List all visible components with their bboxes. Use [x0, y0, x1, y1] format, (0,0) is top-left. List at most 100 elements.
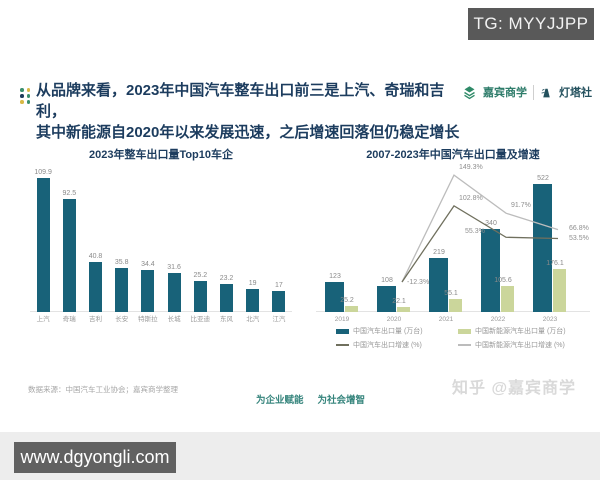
bar-value-label: 19	[248, 280, 257, 287]
x-axis-label: 2020	[386, 316, 402, 323]
bar	[345, 306, 358, 312]
bar-value-label: 23.2	[219, 275, 234, 282]
legend-label: 中国新能源汽车出口量 (万台)	[475, 328, 566, 335]
line-point-label: 149.3%	[459, 164, 483, 172]
brand-logos: 嘉宾商学 灯塔社	[462, 84, 592, 100]
bar	[325, 282, 344, 312]
headline-bullet-dots	[20, 88, 31, 104]
right-chart-title: 2007-2023年中国汽车出口量及增速	[366, 149, 540, 161]
bar-value-label: 340	[485, 220, 497, 227]
bar-value-label: 219	[433, 249, 445, 256]
x-axis-label: 上汽	[36, 316, 50, 323]
dot	[20, 100, 24, 104]
right-legend: 中国汽车出口量 (万台) 中国新能源汽车出口量 (万台) 中国汽车出口增速 (%) 中…	[316, 326, 600, 350]
url-badge: www.dgyongli.com	[14, 442, 176, 473]
bar	[220, 284, 233, 312]
slogan-right: 为社会增智	[317, 395, 366, 406]
lighthouse-icon	[540, 86, 553, 99]
left-chart-title: 2023年整车出口量Top10车企	[88, 149, 234, 161]
x-axis-label: 长城	[167, 316, 181, 323]
legend-line-swatch	[336, 344, 349, 346]
bar-value-label: 31.6	[167, 264, 181, 271]
x-axis-label: 北汽	[246, 316, 260, 323]
legend-bar-swatch	[336, 328, 349, 334]
x-axis-label: 2019	[334, 316, 350, 323]
bar	[429, 258, 448, 312]
bar	[553, 269, 566, 312]
dot	[26, 94, 30, 98]
bar-value-label: 92.5	[62, 190, 77, 197]
bar	[272, 291, 286, 312]
bar	[62, 199, 76, 312]
x-axis-label: 东风	[220, 316, 233, 323]
legend-line-swatch	[458, 344, 471, 346]
legend-item: 中国汽车出口量 (万台)	[336, 326, 452, 336]
slogan: 为企业赋能 为社会增智	[256, 392, 365, 406]
left-x-axis-line	[30, 311, 292, 312]
slogan-left: 为企业赋能	[256, 395, 304, 406]
bar-value-label: 522	[537, 175, 549, 182]
bar-value-label: 34.4	[141, 261, 155, 268]
dot	[20, 88, 24, 92]
bar	[397, 307, 410, 312]
x-axis-label: 2021	[438, 316, 454, 323]
bar-value-label: 123	[329, 273, 341, 280]
x-axis-label: 2022	[490, 316, 506, 323]
bar	[246, 289, 260, 312]
x-axis-label: 长安	[115, 316, 129, 323]
dot	[26, 88, 30, 92]
bar-value-label: 40.8	[88, 253, 103, 260]
bar-value-label: 25.2	[340, 297, 354, 304]
bar-value-label: 108	[381, 277, 393, 284]
left-bar-plot: 109.9 上汽 92.5 奇瑞 40.8 吉利 35.8 长安 34.4 特斯拉 31.6 长城 25…	[30, 158, 292, 326]
line-point-label: 66.8%	[569, 224, 589, 232]
legend-bar-swatch	[458, 328, 471, 334]
growth-line	[401, 174, 559, 283]
line-point-label: 102.8%	[459, 194, 483, 202]
legend-label: 中国汽车出口量 (万台)	[353, 328, 423, 335]
x-axis-label: 2023	[542, 316, 558, 323]
bar	[193, 281, 207, 312]
right-combo-plot: 2019 2020 2021 2022 2023 123 108 219 340 522 25.2 2…	[316, 158, 590, 326]
x-axis-label: 比亚迪	[190, 316, 211, 323]
x-axis-label: 特斯拉	[138, 316, 158, 323]
layers-icon	[462, 85, 477, 100]
line-point-label: -12.3%	[407, 279, 430, 287]
source-note: 数据来源：中国汽车工业协会；嘉宾商学整理	[28, 385, 178, 394]
brand-left-name: 嘉宾商学	[483, 87, 527, 99]
brand-right-name: 灯塔社	[559, 87, 592, 99]
line-point-label: 55.3%	[465, 228, 485, 236]
bar-value-label: 25.2	[193, 272, 208, 279]
bar-value-label: 176.1	[546, 260, 564, 267]
bar-value-label: 105.6	[494, 277, 512, 284]
legend-label: 中国新能源汽车出口增速 (%)	[475, 342, 565, 349]
headline-line2: 其中新能源自2020年以来发展迅速，之后增速回落但仍稳定增长	[36, 124, 460, 141]
bar	[36, 178, 50, 312]
bar	[501, 286, 514, 312]
dot	[20, 94, 24, 98]
bar	[167, 273, 181, 312]
brand-divider	[533, 84, 534, 100]
x-axis-label: 吉利	[89, 316, 102, 323]
growth-lines	[401, 174, 559, 283]
zhihu-watermark: 知乎 @嘉宾商学	[452, 380, 577, 397]
x-axis-label: 奇瑞	[62, 316, 76, 323]
growth-line	[401, 204, 559, 283]
bar-value-label: 17	[274, 282, 283, 289]
bar	[141, 270, 155, 312]
bar	[115, 268, 129, 312]
headline: 从品牌来看，2023年中国汽车整车出口前三是上汽、奇瑞和吉利， 其中新能源自20…	[36, 80, 468, 143]
legend-label: 中国汽车出口增速 (%)	[353, 342, 422, 349]
line-point-label: 91.7%	[511, 202, 531, 210]
bar	[449, 299, 462, 312]
bar-value-label: 22.1	[392, 298, 406, 305]
dot	[26, 100, 30, 104]
headline-line1: 从品牌来看，2023年中国汽车整车出口前三是上汽、奇瑞和吉利，	[36, 82, 445, 120]
legend-item: 中国汽车出口增速 (%)	[336, 340, 452, 350]
bar-value-label: 109.9	[34, 169, 52, 176]
legend-item: 中国新能源汽车出口增速 (%)	[458, 340, 600, 350]
bar	[533, 184, 552, 312]
legend-item: 中国新能源汽车出口量 (万台)	[458, 326, 600, 336]
bar-value-label: 35.8	[114, 259, 129, 266]
